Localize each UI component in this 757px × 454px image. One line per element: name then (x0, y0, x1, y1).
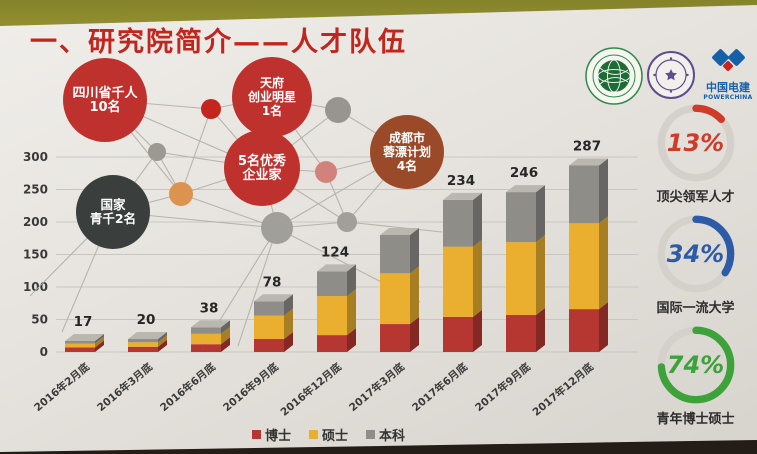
x-tick-label: 2016年12月底 (278, 360, 344, 419)
bar-group-7: 246 (506, 165, 545, 352)
stat-percent-34: 34% (666, 240, 725, 268)
talent-bubble-4: 国家青千2名 (76, 175, 150, 249)
donut-ring-34: 34% (654, 212, 738, 296)
bar-value-label: 38 (200, 300, 219, 316)
y-tick-label: 50 (31, 313, 48, 327)
stat-label-university: 国际一流大学 (656, 301, 735, 316)
y-tick-label: 0 (40, 345, 48, 359)
talent-bubble-1: 天府创业明星 1名 (232, 57, 312, 137)
powerchina-logo: 中国电建 POWERCHINA (700, 48, 756, 101)
bar-value-label: 287 (573, 138, 601, 154)
donut-ring-74: 74% (654, 323, 738, 407)
legend-item-master: 硕士 (309, 425, 348, 444)
legend-swatch-phd (252, 430, 261, 439)
stat-label-young: 青年博士硕士 (656, 412, 735, 427)
stats-panel: 13% 顶尖领军人才 34% 国际一流大学 (639, 101, 752, 427)
bar-value-label: 124 (321, 244, 349, 260)
stat-percent-74: 74% (666, 351, 725, 379)
bar-group-5 (380, 228, 419, 352)
y-tick-label: 200 (23, 215, 48, 229)
network-dot (148, 143, 166, 161)
stat-percent-13: 13% (666, 129, 725, 157)
stat-top-leading-talent: 13% 顶尖领军人才 (654, 101, 738, 205)
bar-group-3: 78 (254, 274, 293, 352)
network-dot (201, 99, 221, 119)
x-tick-label: 2016年3月底 (94, 360, 155, 414)
legend-label-master: 硕士 (322, 429, 349, 444)
powerchina-subtext: POWERCHINA (703, 94, 753, 101)
bar-value-label: 234 (447, 173, 475, 189)
bar-value-label: 78 (263, 274, 282, 290)
bar-group-4: 124 (317, 244, 356, 352)
legend-label-bachelor: 本科 (379, 429, 406, 444)
bar-group-0: 17 (65, 314, 104, 352)
tsinghua-seal-logo (647, 51, 695, 99)
legend-item-bachelor: 本科 (366, 425, 405, 444)
svg-text:国家青千2名: 国家青千2名 (90, 197, 136, 226)
talent-bubble-0: 四川省千人 10名 (63, 58, 147, 142)
donut-ring-74-icon (657, 326, 734, 404)
bar-group-8: 287 (569, 138, 608, 352)
stat-world-class-university: 34% 国际一流大学 (654, 212, 738, 316)
x-tick-label: 2016年9月底 (220, 360, 281, 414)
y-tick-label: 300 (23, 150, 48, 164)
stat-young-phd-master: 74% 青年博士硕士 (654, 323, 738, 427)
state-grid-globe-logo (585, 47, 643, 105)
y-tick-label: 150 (23, 248, 48, 262)
legend-label-phd: 博士 (265, 429, 292, 444)
bar-group-1: 20 (128, 312, 167, 352)
donut-ring-34-icon (657, 215, 734, 293)
powerchina-text: 中国电建 (706, 81, 750, 94)
bar-value-label: 20 (137, 312, 156, 328)
x-tick-label: 2017年3月底 (346, 360, 407, 414)
network-dot (315, 161, 337, 183)
stat-label-top-talent: 顶尖领军人才 (656, 190, 735, 205)
x-tick-label: 2017年6月底 (409, 360, 470, 414)
legend-swatch-bachelor (366, 430, 376, 439)
powerchina-diamonds-icon (712, 49, 745, 72)
logos-row: 中国电建 POWERCHINA (584, 44, 754, 116)
donut-ring-13: 13% (654, 101, 738, 185)
network-dot (169, 182, 193, 206)
x-tick-label: 2016年2月底 (31, 360, 92, 414)
talent-bubble-2: 5名优秀企业家 (224, 130, 300, 206)
page-title: 一、研究院简介——人才队伍 (30, 27, 407, 58)
bar-value-label: 17 (74, 314, 93, 330)
bar-group-2: 38 (191, 300, 230, 352)
donut-ring-13-icon (657, 104, 734, 182)
legend-swatch-master (309, 430, 319, 439)
x-tick-label: 2016年6月底 (157, 360, 218, 414)
talent-bubble-3: 成都市蓉漂计划 4名 (370, 115, 444, 189)
y-tick-label: 250 (23, 183, 48, 197)
x-tick-label: 2017年12月底 (530, 360, 596, 419)
network-dot (261, 212, 293, 244)
bar-group-6: 234 (443, 173, 482, 352)
chart-legend: 博士 硕士 本科 (252, 425, 405, 444)
x-tick-label: 2017年9月底 (472, 360, 533, 414)
network-dot (325, 97, 351, 123)
svg-text:5名优秀企业家: 5名优秀企业家 (238, 153, 287, 183)
legend-item-phd: 博士 (252, 425, 291, 444)
bar-value-label: 246 (510, 165, 538, 181)
network-dots (148, 97, 357, 244)
network-dot (337, 212, 357, 232)
